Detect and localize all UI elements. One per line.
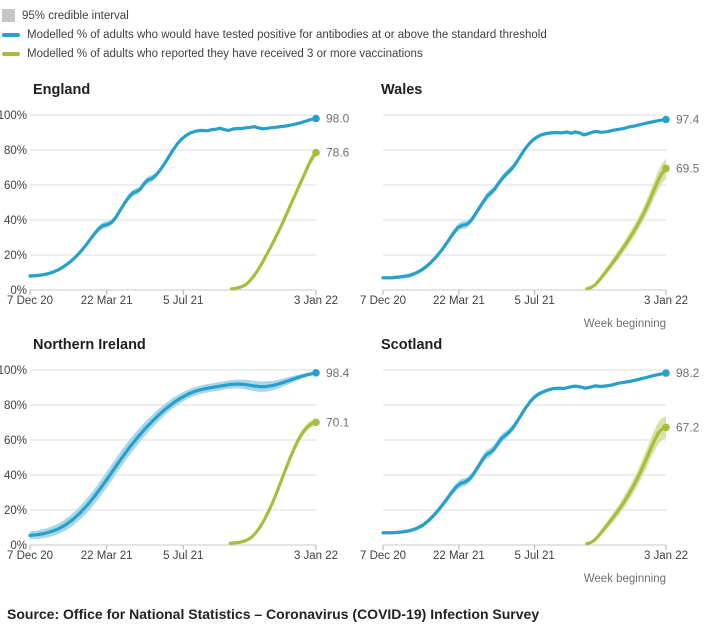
x-axis-label: 3 Jan 22: [644, 550, 688, 562]
series-band-antibodies: [30, 117, 316, 278]
chart-canvas-wales: 7 Dec 20 22 Mar 21 5 Jul 21 3 Jan 22 97.4 69.…: [360, 113, 700, 330]
x-axis-label: 3 Jan 22: [294, 295, 338, 307]
chart-england: England 0% 20% 40% 60% 80% 100% 7 Dec 20 22 Mar…: [0, 75, 354, 330]
x-axis-label: 7 Dec 20: [7, 550, 53, 562]
series-end-label-antibodies: 98.2: [676, 366, 700, 380]
series-end-label-antibodies: 97.4: [676, 113, 700, 127]
x-axis-label: 7 Dec 20: [360, 295, 406, 307]
chart-canvas-scotland: 7 Dec 20 22 Mar 21 5 Jul 21 3 Jan 22 98.2 67.…: [360, 366, 700, 585]
series-line-antibodies: [28, 116, 318, 278]
series-line-antibodies: [381, 371, 668, 535]
series-end-label-vaccinations: 69.5: [676, 161, 700, 175]
chart-title-northern-ireland: Northern Ireland: [33, 337, 146, 353]
y-axis-label: 40%: [4, 470, 27, 482]
legend-label: Modelled % of adults who would have test…: [27, 28, 547, 41]
x-axis-label: 3 Jan 22: [294, 550, 338, 562]
series-band-vaccinations: [586, 416, 666, 545]
x-axis-label: 5 Jul 21: [515, 295, 555, 307]
series-band-vaccinations: [231, 148, 316, 290]
chart-title-wales: Wales: [381, 82, 423, 98]
vaccinations-line-swatch: [2, 51, 20, 56]
series-band-antibodies: [30, 371, 316, 540]
series-band-vaccinations: [586, 158, 666, 290]
chart-canvas-northern-ireland: 0% 20% 40% 60% 80% 100% 7 Dec 20 22 Mar 21 5 Jul…: [0, 365, 350, 562]
chart-title-england: England: [33, 82, 91, 98]
series-end-dot-vaccinations: [312, 418, 320, 427]
chart-legend: 95% credible interval Modelled % of adul…: [2, 6, 547, 63]
series-line-vaccinations: [585, 425, 668, 546]
y-axis-label: 80%: [4, 145, 27, 157]
y-axis-label: 20%: [4, 505, 27, 517]
credible-interval-swatch: [2, 9, 15, 22]
x-axis-label: 5 Jul 21: [163, 295, 203, 307]
series-line-vaccinations: [228, 420, 318, 545]
x-axis-title: Week beginning: [584, 573, 666, 585]
series-end-dot-antibodies: [312, 369, 320, 377]
legend-item-vaccinations: Modelled % of adults who reported they h…: [2, 44, 547, 63]
legend-item-antibodies: Modelled % of adults who would have test…: [2, 25, 547, 44]
series-end-dot-vaccinations: [312, 148, 320, 157]
series-line-vaccinations: [230, 150, 318, 291]
x-axis-label: 22 Mar 21: [81, 295, 133, 307]
antibodies-line-swatch: [2, 32, 20, 37]
series-end-dot-vaccinations: [662, 164, 670, 173]
series-line-vaccinations: [585, 166, 668, 291]
series-end-label-antibodies: 98.0: [326, 112, 350, 126]
y-axis-label: 0%: [10, 285, 27, 297]
x-axis-label: 5 Jul 21: [515, 550, 555, 562]
y-axis-label: 100%: [0, 365, 27, 377]
chart-wales: Wales 7 Dec 20 22 Mar 21 5 Jul 21 3 Jan 22 9…: [354, 75, 708, 330]
legend-label: Modelled % of adults who reported they h…: [27, 47, 423, 60]
series-end-label-antibodies: 98.4: [326, 366, 350, 380]
series-line-antibodies: [381, 117, 668, 280]
x-axis-label: 22 Mar 21: [433, 550, 485, 562]
y-axis-label: 60%: [4, 180, 27, 192]
legend-label: 95% credible interval: [22, 9, 129, 22]
series-band-vaccinations: [230, 418, 316, 544]
source-note: Source: Office for National Statistics –…: [7, 606, 540, 622]
y-axis-label: 40%: [4, 215, 27, 227]
y-axis-label: 60%: [4, 435, 27, 447]
chart-scotland: Scotland 7 Dec 20 22 Mar 21 5 Jul 21 3 Jan …: [354, 330, 708, 585]
series-end-label-vaccinations: 70.1: [326, 415, 350, 429]
series-end-dot-antibodies: [662, 369, 670, 377]
x-axis-label: 22 Mar 21: [81, 550, 133, 562]
y-axis-label: 20%: [4, 250, 27, 262]
series-line-antibodies: [28, 371, 318, 537]
x-axis-label: 3 Jan 22: [644, 295, 688, 307]
y-axis-label: 100%: [0, 110, 27, 122]
x-axis-title: Week beginning: [584, 318, 666, 330]
x-axis-label: 22 Mar 21: [433, 295, 485, 307]
legend-item-credible-interval: 95% credible interval: [2, 6, 547, 25]
x-axis-label: 5 Jul 21: [163, 550, 203, 562]
x-axis-label: 7 Dec 20: [7, 295, 53, 307]
series-end-label-vaccinations: 67.2: [676, 420, 700, 434]
series-end-dot-antibodies: [662, 115, 670, 124]
series-end-label-vaccinations: 78.6: [326, 145, 350, 159]
y-axis-label: 0%: [10, 540, 27, 552]
x-axis-label: 7 Dec 20: [360, 550, 406, 562]
y-axis-label: 80%: [4, 400, 27, 412]
chart-title-scotland: Scotland: [381, 337, 443, 353]
series-end-dot-vaccinations: [662, 423, 670, 432]
chart-canvas-england: 0% 20% 40% 60% 80% 100% 7 Dec 20 22 Mar 21 5 Jul…: [0, 110, 350, 307]
chart-northern-ireland: Northern Ireland 0% 20% 40% 60% 80% 100% 7 Dec…: [0, 330, 354, 585]
series-end-dot-antibodies: [312, 114, 320, 123]
